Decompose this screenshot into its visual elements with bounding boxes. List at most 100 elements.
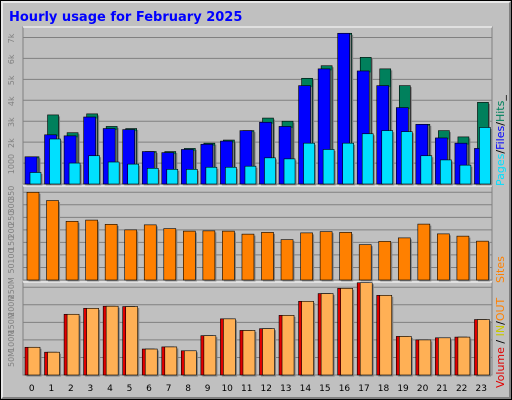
x-tick-label: 1 [48,384,54,394]
legend-sites: Sites [494,256,507,283]
x-tick-label: 16 [339,384,351,394]
pages-bar [322,149,335,185]
sites-bar [104,224,118,281]
sites-bar [124,229,138,281]
sites-bar [319,231,333,281]
x-tick-label: 12 [261,384,272,394]
sites-bar [280,239,294,281]
in-out-bar [320,293,334,376]
x-tick-label: 9 [205,384,211,394]
sites-panel-panel-area [22,185,493,281]
hits-panel-y-tick-label: 3k [7,117,16,127]
x-tick-label: 13 [280,384,291,394]
in-out-bar [262,328,275,376]
pages-bar [29,172,42,185]
panels-layer: 10002k3k4k5k6k7k5010015020025030035050M1… [7,26,493,377]
volume-panel-y-tick-label: 150M [7,312,16,334]
pages-bar [361,133,374,185]
x-axis-ticks: 0 1 2 3 4 5 6 7 8 9 10 11 12 13 14 15 16 17 18 19 20 21 22 23 [29,384,487,394]
pages-bar [400,131,413,185]
legend-pages: Pages [494,153,507,186]
sites-panel-y-tick-label: 150 [7,236,16,251]
pages-bar [166,169,179,185]
in-out-bar [223,318,236,376]
x-tick-label: 23 [476,384,487,394]
hits-panel-y-tick-label: 2k [7,138,16,148]
in-out-bar [340,288,353,376]
in-out-bar [27,346,41,376]
sites-bar [300,232,313,281]
x-tick-label: 19 [397,384,409,394]
x-tick-label: 15 [319,384,330,394]
in-out-bar [438,337,451,376]
sites-bar [397,237,411,281]
sites-panel-y-tick-label: 250 [7,211,16,226]
volume-panel-panel-area [22,281,493,376]
sites-bar [65,221,79,281]
legend-out: OUT [494,297,507,321]
x-tick-label: 14 [300,384,312,394]
sites-bar [437,233,450,281]
sites-bar [163,228,177,281]
in-out-bar [281,315,295,376]
sites-bar [339,232,352,281]
legend-in: IN [494,325,507,336]
x-tick-label: 17 [358,384,369,394]
in-out-bar [379,295,393,376]
pages-bar [420,155,433,185]
sites-bar [202,230,216,281]
pages-bar [127,163,140,185]
pages-bar [440,159,452,185]
hits-panel-y-tick-label: 4k [7,96,16,106]
volume-panel-y-tick-label: 200M [7,295,16,317]
sites-panel-y-tick-label: 50 [7,263,16,273]
hits-panel-panel-area [22,26,493,185]
sites-bar [143,224,157,281]
pages-bar [264,157,276,185]
in-out-bar [359,282,373,376]
x-tick-label: 0 [29,384,35,394]
x-tick-label: 2 [68,384,74,394]
in-out-bar [301,301,314,376]
volume-panel-y-tick-label: 250M [7,277,16,299]
in-out-bar [203,335,217,376]
x-tick-label: 20 [417,384,429,394]
sites-bar [222,230,235,281]
hits-panel-y-tick-label: 7k [7,33,16,43]
volume-panel-y-tick-label: 100M [7,330,16,352]
in-out-bar [418,339,432,376]
in-out-bar [242,330,256,376]
in-out-bar [457,336,471,376]
x-tick-label: 10 [221,384,233,394]
sites-bar [456,235,470,281]
in-out-bar [86,308,99,376]
hits-panel-y-tick-label: 6k [7,54,16,64]
hits-panel-y-tick-label: 5k [7,75,16,85]
pages-bar [205,166,218,185]
x-tick-label: 8 [185,384,191,394]
sites-bar [26,191,40,281]
in-out-bar [47,351,60,376]
pages-bar [381,130,394,185]
sites-bar [183,230,196,281]
sites-panel-y-tick-label: 200 [7,223,16,238]
in-out-bar [144,348,158,376]
hits-panel-y-tick-label: 1000 [7,154,16,174]
x-tick-label: 11 [241,384,252,394]
volume-panel-y-tick-label: 50M [7,350,16,367]
sites-panel-y-tick-label: 350 [7,186,16,201]
x-tick-label: 21 [436,384,447,394]
pages-bar [244,165,257,185]
sites-panel-y-tick-label: 300 [7,198,16,213]
pages-bar [342,142,354,185]
x-tick-label: 4 [107,384,113,394]
legend-files: Files [494,125,507,149]
pages-bar [283,158,296,185]
in-out-bar [164,346,178,376]
sites-bar [85,219,98,281]
in-out-bar [66,313,80,376]
pages-bar [68,162,81,185]
in-out-bar [125,306,139,376]
x-tick-label: 3 [88,384,94,394]
x-tick-label: 5 [127,384,133,394]
